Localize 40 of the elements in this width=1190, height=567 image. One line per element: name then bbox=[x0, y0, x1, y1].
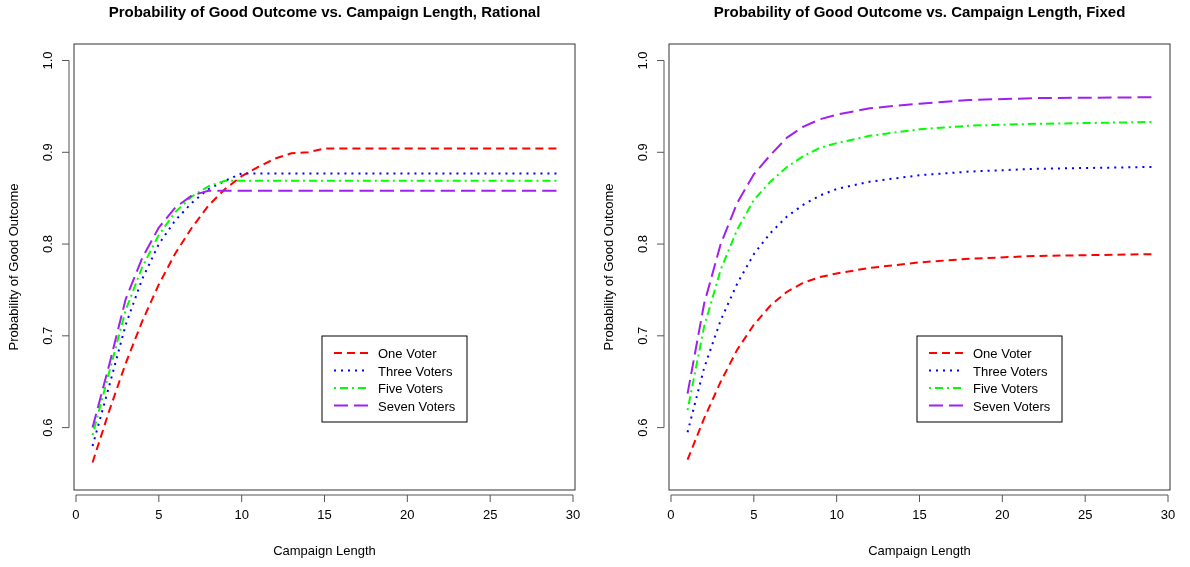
line-series bbox=[686, 165, 1153, 434]
x-tick-label: 20 bbox=[400, 507, 415, 522]
y-axis-title: Probability of Good Outcome bbox=[601, 183, 616, 351]
y-tick-label: 0.6 bbox=[635, 418, 650, 437]
legend-label: Seven Voters bbox=[378, 398, 456, 414]
x-tick-label: 30 bbox=[565, 507, 581, 522]
x-tick-label: 5 bbox=[155, 507, 163, 522]
y-tick-label: 0.9 bbox=[635, 143, 650, 162]
legend-label: One Voter bbox=[378, 346, 438, 361]
y-tick-label: 1.0 bbox=[40, 51, 55, 70]
legend-label: Three Voters bbox=[973, 363, 1048, 379]
x-tick-label: 0 bbox=[72, 507, 80, 522]
y-tick-label: 0.9 bbox=[40, 143, 55, 162]
legend-label: Seven Voters bbox=[973, 398, 1051, 414]
x-tick-label: 0 bbox=[667, 507, 675, 522]
legend-label: Five Voters bbox=[378, 381, 444, 396]
y-tick-label: 0.8 bbox=[40, 235, 55, 254]
chart-title: Probability of Good Outcome vs. Campaign Length, Fixed bbox=[713, 3, 1126, 20]
x-tick-label: 20 bbox=[995, 507, 1010, 522]
x-tick-label: 5 bbox=[750, 507, 758, 522]
x-axis-title: Campaign Length bbox=[868, 543, 971, 558]
legend-label: One Voter bbox=[973, 346, 1033, 361]
x-tick-label: 25 bbox=[482, 507, 498, 522]
x-tick-label: 30 bbox=[1160, 507, 1176, 522]
legend-label: Three Voters bbox=[378, 363, 453, 379]
x-tick-label: 10 bbox=[234, 507, 249, 522]
x-tick-label: 15 bbox=[912, 507, 927, 522]
y-tick-label: 1.0 bbox=[635, 51, 650, 70]
y-tick-label: 0.6 bbox=[40, 418, 55, 437]
y-tick-label: 0.8 bbox=[635, 235, 650, 254]
y-tick-label: 0.7 bbox=[635, 326, 650, 345]
x-axis-title: Campaign Length bbox=[273, 543, 376, 558]
x-tick-label: 15 bbox=[317, 507, 332, 522]
x-tick-label: 10 bbox=[829, 507, 844, 522]
x-tick-label: 25 bbox=[1077, 507, 1093, 522]
legend-label: Five Voters bbox=[973, 381, 1039, 396]
chart-title: Probability of Good Outcome vs. Campaign Length, Rational bbox=[108, 3, 541, 20]
line-series bbox=[686, 253, 1153, 461]
y-tick-label: 0.7 bbox=[40, 326, 55, 345]
y-axis-title: Probability of Good Outcome bbox=[6, 183, 21, 351]
